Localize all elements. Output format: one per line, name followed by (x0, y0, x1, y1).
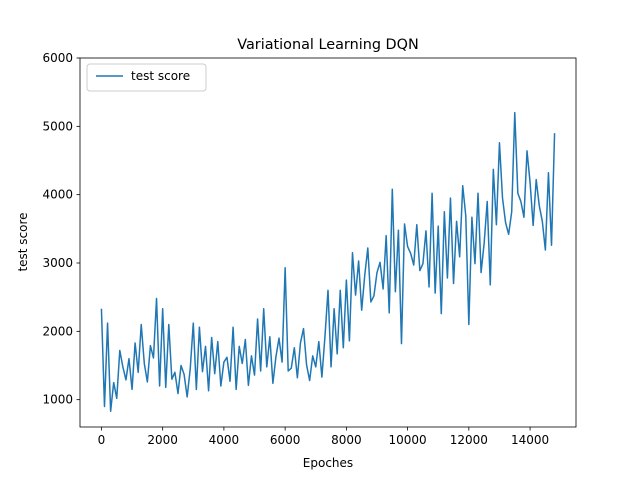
legend-label: test score (131, 69, 190, 83)
x-tick-label: 4000 (209, 433, 240, 447)
y-tick-label: 2000 (42, 324, 73, 338)
y-tick-label: 5000 (42, 119, 73, 133)
plot-area (80, 58, 576, 427)
x-tick-label: 12000 (450, 433, 488, 447)
x-axis-ticks: 0 2000 4000 6000 8000 10000 12000 14000 (98, 427, 549, 447)
y-axis-label: test score (16, 212, 30, 271)
x-tick-label: 14000 (511, 433, 549, 447)
series-group (100, 111, 556, 413)
series-line-0 (100, 111, 556, 413)
y-tick-label: 1000 (42, 393, 73, 407)
chart-title: Variational Learning DQN (237, 37, 418, 53)
x-axis-label: Epoches (303, 456, 353, 470)
legend: test score (86, 63, 207, 92)
x-tick-label: 8000 (331, 433, 362, 447)
x-tick-label: 10000 (389, 433, 427, 447)
plot-frame (79, 57, 577, 428)
y-tick-label: 6000 (42, 51, 73, 65)
y-axis-ticks: 1000 2000 3000 4000 5000 6000 (42, 51, 80, 407)
x-tick-label: 2000 (147, 433, 178, 447)
x-tick-label: 0 (98, 433, 106, 447)
y-tick-label: 3000 (42, 256, 73, 270)
y-tick-label: 4000 (42, 188, 73, 202)
legend-box (86, 63, 207, 92)
x-tick-label: 6000 (270, 433, 301, 447)
